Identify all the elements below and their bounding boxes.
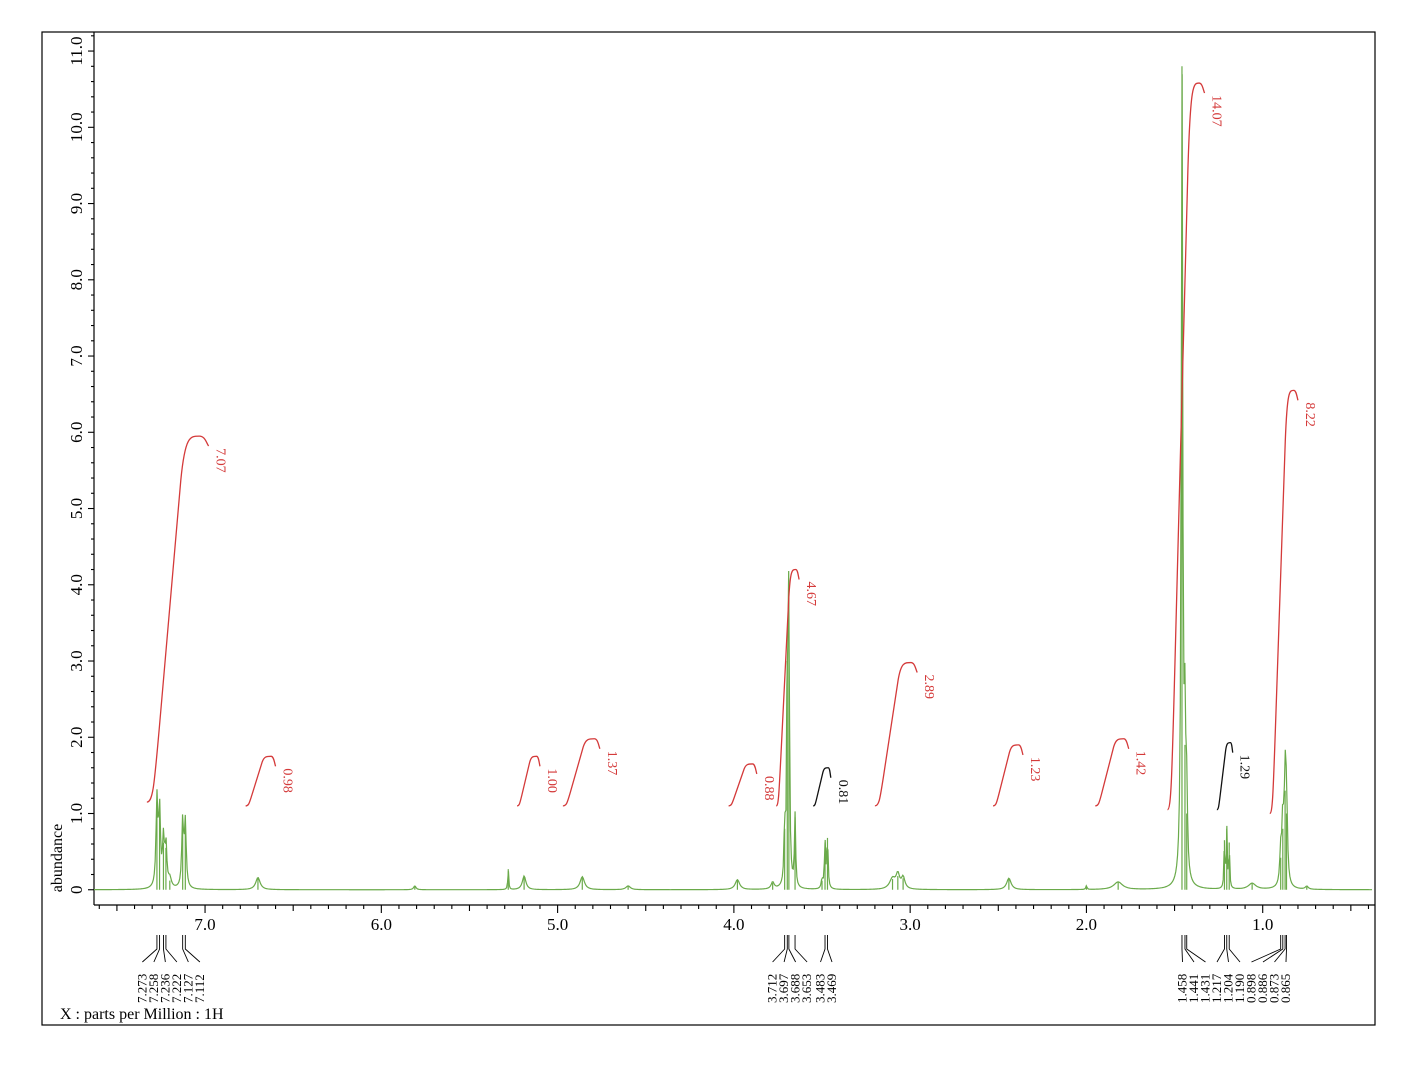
integral-value: 0.98 [280, 768, 295, 793]
peak-label-leader [153, 935, 161, 963]
outer-frame [41, 31, 1376, 1026]
peak-label-leader [1228, 935, 1241, 963]
peak-label-leader [827, 935, 833, 963]
peak-label: 1.217 [1209, 973, 1224, 1003]
integral-value: 2.89 [921, 675, 936, 700]
peak-label-leader [184, 935, 201, 963]
integral-curve [813, 767, 832, 807]
peak-label-leader [1274, 935, 1286, 963]
peak-label-leader [794, 935, 808, 963]
integral-curves: 7.07 0.98 1.00 1.37 0.88 4.67 0.81 2.89 1.23 1.42… [146, 82, 1317, 815]
y-tick-label: 4.0 [67, 574, 86, 595]
y-tick-label: 3.0 [67, 650, 86, 671]
integral-value: 0.88 [761, 776, 776, 801]
integral-curve [1269, 389, 1299, 815]
integral-curve [775, 568, 800, 807]
integral-value: 14.07 [1209, 95, 1224, 127]
peak-label-leader [1285, 935, 1287, 963]
y-tick-label: 7.0 [67, 345, 86, 366]
peak-label: 1.204 [1220, 973, 1235, 1003]
integral-curve [1095, 738, 1130, 807]
peak-label: 3.469 [824, 974, 839, 1003]
peak-label-leader [1186, 935, 1206, 963]
y-tick-label: 0 [67, 886, 86, 895]
x-tick-label: 3.0 [900, 915, 921, 934]
y-tick-label: 2.0 [67, 727, 86, 748]
integral-curve [1166, 82, 1206, 811]
peak-label-leader [772, 935, 786, 963]
peak-label: 1.190 [1232, 974, 1247, 1003]
integral-value: 1.23 [1027, 757, 1042, 782]
peak-label: 7.236 [157, 973, 172, 1003]
x-tick-label: 7.0 [194, 915, 215, 934]
peak-label: 0.865 [1278, 974, 1293, 1003]
integral-value: 1.42 [1133, 751, 1148, 776]
peak-label-leader [1184, 935, 1195, 963]
peak-label-leader [1226, 935, 1229, 963]
peak-label-leader [820, 935, 826, 963]
peak-label-leader [783, 935, 788, 963]
x-tick-label: 2.0 [1076, 915, 1097, 934]
x-tick-label: 6.0 [371, 915, 392, 934]
peak-label-leader [1262, 935, 1284, 963]
peak-label: 7.112 [192, 974, 207, 1003]
integral-curve [245, 755, 277, 807]
integral-curve [562, 738, 601, 807]
integral-curve [728, 763, 758, 807]
peak-label: 3.483 [812, 974, 827, 1003]
y-tick-label: 9.0 [67, 193, 86, 214]
integral-curve [874, 661, 918, 807]
y-tick-label: 6.0 [67, 422, 86, 443]
peak-label: 1.458 [1174, 974, 1189, 1003]
peak-label: 0.873 [1266, 974, 1281, 1003]
peak-label-leader [1181, 935, 1183, 963]
integral-value: 8.22 [1302, 402, 1317, 427]
integral-curve [992, 744, 1024, 807]
peak-label: 3.712 [765, 974, 780, 1003]
integral-value: 7.07 [213, 448, 228, 473]
peak-label: 7.273 [134, 974, 149, 1003]
y-axis-ticks: 0 1.0 2.0 3.0 4.0 5.0 6.0 7.0 8.0 9.0 10.0 11.0 [67, 35, 94, 895]
integral-value: 1.29 [1237, 755, 1252, 780]
integral-value: 1.37 [604, 751, 619, 776]
integral-value: 0.81 [835, 780, 850, 805]
peak-label: 0.886 [1255, 973, 1270, 1003]
y-axis-label: abundance [49, 824, 66, 892]
peak-label: 7.127 [180, 973, 195, 1003]
peak-label-leader [788, 935, 796, 963]
y-tick-label: 11.0 [67, 36, 86, 65]
integral-curve [1216, 741, 1234, 811]
peak-label: 3.653 [799, 974, 814, 1003]
y-tick-label: 1.0 [67, 803, 86, 824]
integral-value: 4.67 [803, 582, 818, 607]
peak-label: 3.697 [776, 973, 791, 1003]
x-tick-label: 4.0 [723, 915, 744, 934]
peak-label: 1.441 [1186, 974, 1201, 1003]
integral-curve [516, 755, 541, 807]
y-tick-label: 5.0 [67, 498, 86, 519]
peak-label-leader [1216, 935, 1225, 963]
peak-label-leader [142, 935, 158, 963]
peak-label: 7.222 [169, 974, 184, 1003]
spectrum-trace [93, 66, 1372, 891]
integral-value: 1.00 [544, 768, 559, 793]
peak-label: 3.688 [788, 974, 803, 1003]
peak-label: 0.898 [1243, 974, 1258, 1003]
y-tick-label: 8.0 [67, 269, 86, 290]
y-tick-label: 10.0 [67, 112, 86, 142]
peak-label: 1.431 [1197, 974, 1212, 1003]
peak-label-leader [182, 935, 189, 963]
peak-label-leader [1251, 935, 1282, 963]
x-axis-ticks: 7.0 6.0 5.0 4.0 3.0 2.0 1.0 [98, 905, 1370, 934]
x-axis-label: X : parts per Million : 1H [60, 1006, 224, 1023]
spectrum-line [93, 74, 1372, 891]
peak-label: 7.258 [146, 974, 161, 1003]
x-tick-label: 5.0 [547, 915, 568, 934]
peak-label-leader [163, 935, 166, 963]
x-tick-label: 1.0 [1252, 915, 1273, 934]
peak-label-leader [165, 935, 178, 963]
integral-curve [146, 435, 210, 803]
